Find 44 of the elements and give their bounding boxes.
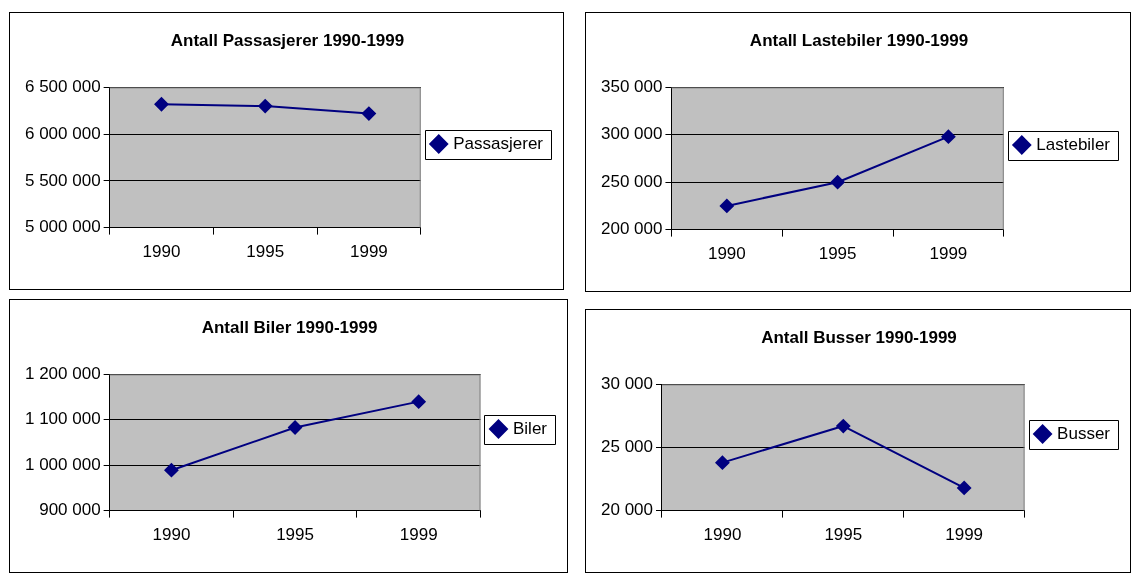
y-tick-label: 30 000 (601, 374, 653, 394)
x-tick-label: 1995 (824, 525, 863, 545)
legend-label: Passasjerer (453, 133, 544, 153)
x-tick-label: 1995 (818, 244, 857, 264)
x-tick-label: 1995 (276, 525, 314, 545)
y-tick-label: 20 000 (601, 500, 653, 520)
chart-title: Antall Biler 1990-1999 (201, 317, 378, 337)
x-tick-label: 1999 (349, 242, 388, 262)
chart-title: Antall Busser 1990-1999 (761, 327, 957, 347)
y-tick-label: 300 000 (601, 124, 663, 144)
point (411, 394, 426, 409)
y-tick-label: 1 200 000 (24, 364, 101, 384)
legend-label: Biler (512, 418, 548, 438)
y-tick-label: 250 000 (601, 171, 663, 191)
x-tick-label: 1990 (152, 525, 191, 545)
y-tick-label: 900 000 (39, 500, 101, 520)
point (288, 420, 303, 435)
x-tick-label: 1999 (929, 244, 968, 264)
x-tick-label: 1995 (246, 242, 285, 262)
legend-label: Busser (1057, 423, 1111, 443)
x-tick-label: 1999 (399, 525, 438, 545)
point (957, 480, 972, 495)
chart-title: Antall Lastebiler 1990-1999 (749, 30, 969, 50)
y-tick-label: 25 000 (601, 437, 653, 457)
y-tick-label: 5 500 000 (24, 170, 101, 190)
y-tick-label: 350 000 (601, 77, 663, 97)
y-tick-label: 6 500 000 (24, 77, 101, 97)
y-tick-label: 6 000 000 (24, 123, 101, 143)
chart-title: Antall Passasjerer 1990-1999 (170, 30, 405, 50)
y-tick-label: 5 000 000 (24, 217, 101, 237)
point (719, 198, 734, 213)
y-tick-label: 1 000 000 (24, 454, 101, 474)
point (830, 175, 845, 190)
x-tick-label: 1990 (707, 244, 746, 264)
x-tick-label: 1990 (142, 242, 181, 262)
point (715, 455, 730, 470)
y-tick-label: 1 100 000 (24, 409, 101, 429)
y-tick-label: 200 000 (601, 219, 663, 239)
point (941, 129, 956, 144)
point (836, 419, 851, 434)
legend-label: Lastebiler (1036, 134, 1111, 154)
x-tick-label: 1990 (703, 525, 742, 545)
point (164, 463, 179, 478)
x-tick-label: 1999 (945, 525, 984, 545)
